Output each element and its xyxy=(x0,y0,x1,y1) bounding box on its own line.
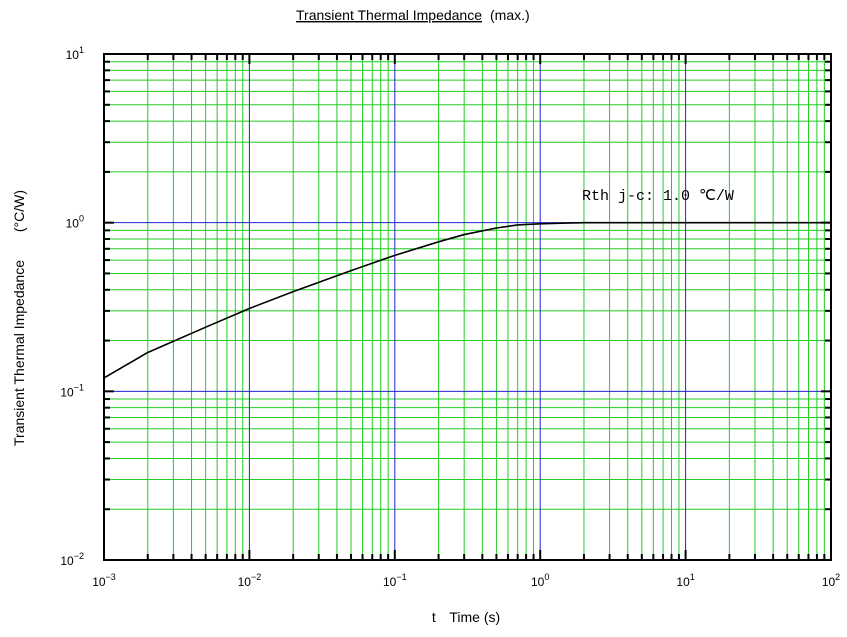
chart-title-main: Transient Thermal Impedance xyxy=(296,7,482,23)
y-tick-label: 10−2 xyxy=(60,551,84,568)
y-tick-base: 10 xyxy=(60,554,74,568)
x-tick-label: 10−3 xyxy=(92,572,116,589)
chart-title: Transient Thermal Impedance xyxy=(296,7,482,23)
impedance-curve xyxy=(103,221,831,379)
y-tick-exponent: −2 xyxy=(74,551,84,561)
x-tick-exponent: 2 xyxy=(835,572,840,582)
y-tick-exponent: 0 xyxy=(79,214,84,224)
x-tick-exponent: 0 xyxy=(544,572,549,582)
x-tick-base: 10 xyxy=(531,575,545,589)
plot-frame xyxy=(103,53,832,561)
x-tick-label: 100 xyxy=(531,572,549,589)
x-tick-base: 10 xyxy=(92,575,106,589)
y-tick-base: 10 xyxy=(60,385,74,399)
x-axis-symbol: t xyxy=(432,609,436,625)
y-tick-exponent: 1 xyxy=(79,45,84,55)
x-tick-label: 10−1 xyxy=(383,572,407,589)
x-tick-label: 10−2 xyxy=(238,572,262,589)
x-axis-title: Time (s) xyxy=(449,609,500,625)
y-axis-label: Transient Thermal Impedance (°C/W) xyxy=(11,190,27,446)
x-tick-exponent: 1 xyxy=(690,572,695,582)
y-tick-label: 101 xyxy=(66,45,84,62)
y-tick-base: 10 xyxy=(66,217,80,231)
y-axis-unit: (°C/W) xyxy=(11,190,27,232)
x-tick-label: 101 xyxy=(676,572,694,589)
rth-annotation: Rth j-c: 1.0 ℃/W xyxy=(582,188,734,205)
x-tick-base: 10 xyxy=(676,575,690,589)
x-tick-exponent: −1 xyxy=(396,572,406,582)
x-tick-base: 10 xyxy=(383,575,397,589)
y-tick-base: 10 xyxy=(66,48,80,62)
major-grid xyxy=(104,54,831,560)
x-tick-exponent: −3 xyxy=(106,572,116,582)
y-tick-exponent: −1 xyxy=(74,382,84,392)
x-tick-base: 10 xyxy=(238,575,252,589)
curve-layer xyxy=(103,221,831,379)
y-axis-title: Transient Thermal Impedance xyxy=(11,260,27,446)
x-tick-label: 102 xyxy=(822,572,840,589)
minor-grid xyxy=(104,54,831,560)
y-tick-label: 100 xyxy=(66,214,84,231)
x-tick-base: 10 xyxy=(822,575,836,589)
y-tick-label: 10−1 xyxy=(60,382,84,399)
axis-ticks xyxy=(103,53,832,561)
x-axis-label: t Time (s) xyxy=(432,609,500,625)
x-tick-exponent: −2 xyxy=(251,572,261,582)
chart-title-suffix: (max.) xyxy=(490,7,530,23)
